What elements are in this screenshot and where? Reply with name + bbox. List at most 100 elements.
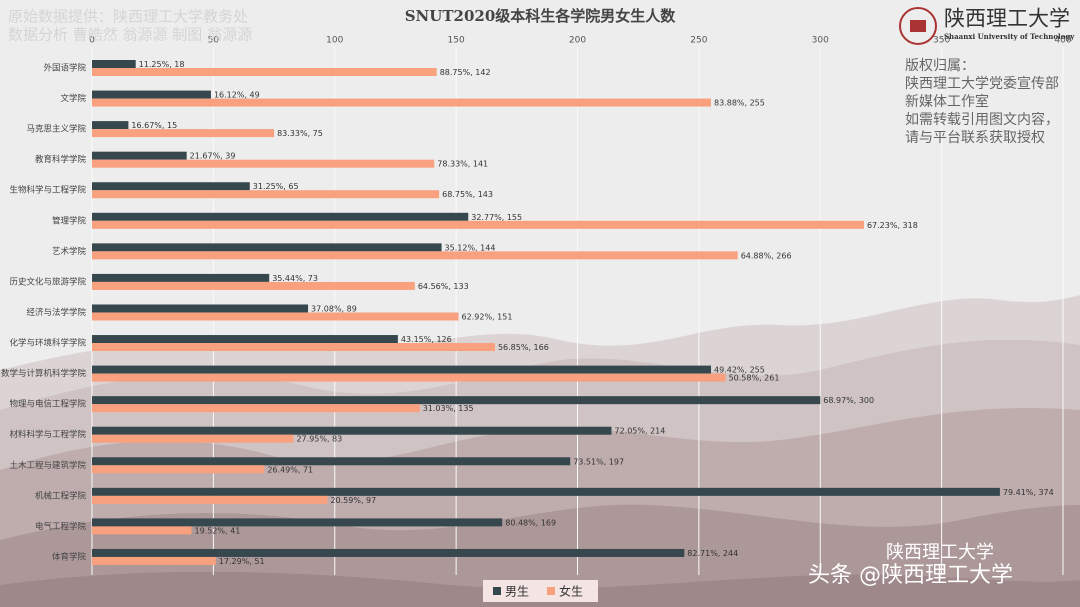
- value-label: 20.59%, 97: [330, 496, 376, 505]
- bar: [92, 365, 712, 374]
- value-label: 43.15%, 126: [401, 335, 452, 344]
- x-tick-label: 300: [812, 36, 829, 46]
- copyright-line: 请与平台联系获取授权: [905, 130, 1045, 146]
- value-label: 82.71%, 244: [687, 549, 738, 558]
- legend: 男生 女生: [483, 580, 598, 602]
- y-tick-label: 化学与环境科学学院: [9, 338, 86, 349]
- y-tick-label: 体育学院: [52, 551, 87, 562]
- value-label: 35.44%, 73: [272, 274, 318, 283]
- logo-mark: [899, 7, 937, 45]
- value-label: 35.12%, 144: [445, 243, 496, 252]
- bar: [92, 243, 442, 252]
- logo: 陕西理工大学 Shaanxi University of Technology: [899, 7, 1075, 45]
- bar: [92, 90, 211, 99]
- bar: [92, 68, 437, 76]
- value-label: 27.95%, 83: [296, 435, 342, 444]
- value-label: 16.67%, 15: [131, 121, 177, 130]
- legend-swatch: [493, 587, 501, 595]
- value-label: 11.25%, 18: [139, 60, 185, 69]
- bar: [92, 426, 612, 435]
- bar: [92, 434, 294, 443]
- y-tick-label: 马克思主义学院: [26, 124, 86, 135]
- legend-swatch: [547, 587, 555, 595]
- bar: [92, 556, 216, 565]
- value-label: 37.08%, 89: [311, 304, 357, 313]
- value-label: 32.77%, 155: [471, 213, 522, 222]
- x-tick-label: 200: [569, 36, 586, 46]
- bar: [92, 457, 571, 466]
- legend-box: [483, 580, 598, 602]
- bar: [92, 404, 420, 413]
- value-label: 49.42%, 255: [714, 366, 765, 375]
- value-label: 72.05%, 214: [614, 427, 665, 436]
- copyright-line: 陕西理工大学党委宣传部: [905, 76, 1059, 92]
- value-label: 83.33%, 75: [277, 129, 323, 138]
- bar: [92, 343, 495, 352]
- copyright-line: 版权归属：: [905, 57, 975, 74]
- bar: [92, 396, 821, 405]
- value-label: 64.56%, 133: [418, 282, 469, 291]
- bar: [92, 335, 398, 344]
- bar: [92, 212, 469, 221]
- value-label: 56.85%, 166: [498, 343, 549, 352]
- y-tick-label: 文学院: [60, 93, 86, 104]
- bar: [92, 151, 187, 160]
- value-label: 62.92%, 151: [462, 312, 513, 321]
- bar: [92, 495, 328, 504]
- x-tick-label: 150: [448, 36, 465, 46]
- logo-mark: [910, 20, 926, 32]
- value-label: 73.51%, 197: [573, 457, 624, 466]
- copyright-line: 如需转载引用图文内容，: [905, 111, 1059, 128]
- value-label: 31.03%, 135: [423, 404, 474, 413]
- bar: [92, 465, 265, 474]
- y-tick-label: 历史文化与旅游学院: [9, 276, 86, 287]
- bar: [92, 129, 275, 138]
- y-tick-label: 数学与计算机科学学院: [1, 368, 87, 379]
- bar: [92, 487, 1000, 496]
- bar: [92, 121, 129, 130]
- bar: [92, 304, 309, 313]
- x-tick-label: 0: [89, 36, 95, 46]
- value-label: 21.67%, 39: [190, 152, 236, 161]
- bar: [92, 373, 726, 382]
- y-tick-label: 材料科学与工程学院: [9, 429, 86, 440]
- bar: [92, 526, 192, 535]
- legend-label: 女生: [559, 584, 583, 599]
- legend-label: 男生: [505, 585, 529, 599]
- value-label: 68.75%, 143: [442, 190, 493, 199]
- bar: [92, 518, 503, 527]
- watermark: 头条 @陕西理工大学: [808, 563, 1013, 588]
- value-label: 68.97%, 300: [823, 396, 874, 405]
- bar: [92, 251, 738, 260]
- source-note: 数据分析 曹皓然 翁源源 制图 翁源源: [8, 26, 252, 44]
- value-label: 78.33%, 141: [437, 160, 488, 169]
- bar: [92, 182, 250, 191]
- bar: [92, 548, 685, 557]
- y-tick-label: 管理学院: [52, 215, 87, 226]
- bar: [92, 281, 415, 290]
- copyright-line: 新媒体工作室: [905, 93, 989, 110]
- watermark-account: 陕西理工大学: [886, 542, 994, 563]
- source-note: 原始数据提供：陕西理工大学教务处: [8, 8, 248, 26]
- bar: [92, 220, 864, 229]
- y-tick-label: 机械工程学院: [35, 490, 87, 501]
- y-tick-label: 外国语学院: [43, 63, 86, 74]
- y-tick-label: 艺术学院: [52, 246, 87, 257]
- value-label: 88.75%, 142: [440, 68, 491, 77]
- y-tick-label: 土木工程与建筑学院: [9, 460, 86, 471]
- y-tick-label: 经济与法学学院: [26, 307, 86, 318]
- bar: [92, 273, 270, 282]
- bar: [92, 60, 136, 68]
- value-label: 19.52%, 41: [195, 526, 241, 535]
- y-tick-label: 教育科学学院: [35, 154, 87, 165]
- value-label: 67.23%, 318: [867, 221, 918, 230]
- plot: 外国语学院 11.25%, 18 88.75%, 142 文学院 16.12%, 49 8…: [1, 60, 1054, 566]
- x-tick-label: 350: [933, 36, 950, 46]
- value-label: 31.25%, 65: [253, 182, 299, 191]
- x-tick-label: 250: [690, 36, 707, 46]
- value-label: 50.58%, 261: [729, 374, 780, 383]
- bar: [92, 190, 440, 199]
- logo-english: Shaanxi University of Technology: [944, 32, 1075, 41]
